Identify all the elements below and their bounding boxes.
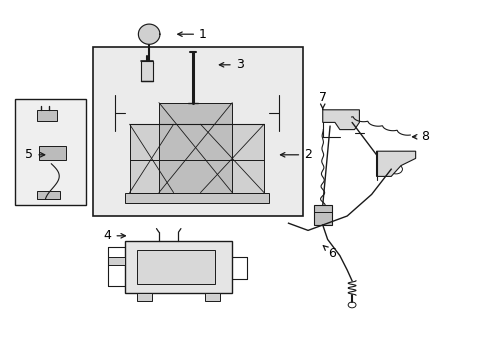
Polygon shape	[200, 124, 264, 193]
Bar	[313, 205, 331, 225]
Text: 6: 6	[323, 246, 336, 260]
Text: 4: 4	[103, 229, 125, 242]
Bar	[15, 99, 85, 205]
Bar	[124, 241, 232, 293]
Polygon shape	[376, 151, 415, 176]
Circle shape	[207, 284, 217, 292]
Circle shape	[243, 194, 255, 202]
Bar	[37, 191, 60, 199]
Polygon shape	[138, 24, 160, 44]
Circle shape	[138, 194, 150, 202]
Polygon shape	[322, 110, 359, 130]
Circle shape	[347, 302, 355, 308]
Bar	[37, 110, 57, 121]
Text: 3: 3	[219, 58, 243, 71]
Bar	[39, 146, 66, 160]
Polygon shape	[137, 293, 151, 301]
Circle shape	[139, 284, 149, 292]
Text: 1: 1	[178, 28, 206, 41]
Text: 2: 2	[280, 148, 311, 161]
Polygon shape	[205, 293, 220, 301]
Circle shape	[389, 165, 402, 174]
Polygon shape	[129, 124, 173, 193]
Polygon shape	[159, 103, 232, 193]
Bar	[141, 61, 152, 81]
Text: 8: 8	[412, 130, 428, 143]
Text: 5: 5	[25, 148, 44, 161]
Polygon shape	[124, 193, 268, 203]
Circle shape	[112, 258, 120, 264]
Polygon shape	[107, 257, 124, 265]
Text: 7: 7	[318, 91, 326, 109]
Bar	[93, 47, 303, 216]
Bar	[137, 250, 215, 284]
